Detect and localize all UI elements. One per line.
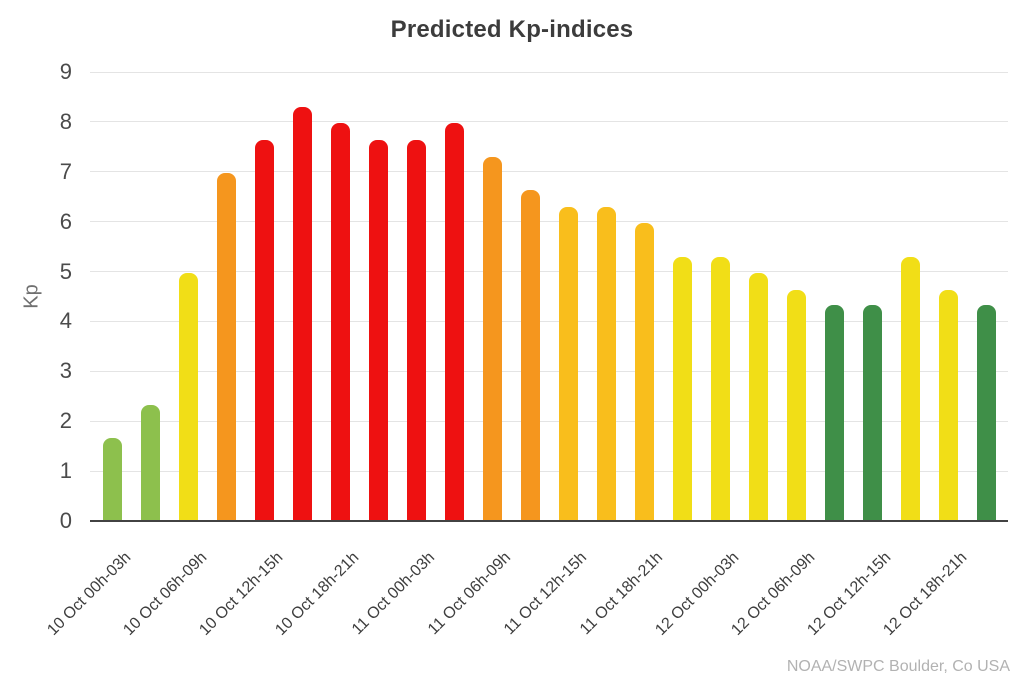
y-tick-label: 8 bbox=[59, 108, 72, 134]
y-tick-label: 0 bbox=[59, 508, 72, 533]
gridline bbox=[90, 320, 1008, 322]
kp-bar bbox=[407, 140, 426, 521]
gridline bbox=[90, 420, 1008, 422]
kp-bar bbox=[293, 106, 312, 521]
kp-bar bbox=[597, 206, 616, 521]
gridline bbox=[90, 71, 1008, 73]
gridline bbox=[90, 370, 1008, 372]
kp-bar bbox=[141, 404, 160, 521]
y-tick-label: 4 bbox=[59, 308, 72, 334]
gridline bbox=[90, 121, 1008, 123]
kp-bar bbox=[445, 123, 464, 521]
gridline bbox=[90, 171, 1008, 173]
chart-title: Predicted Kp-indices bbox=[390, 16, 634, 43]
kp-bar bbox=[635, 223, 654, 521]
kp-bar bbox=[787, 290, 806, 521]
kp-bar bbox=[673, 256, 692, 521]
y-tick-label: 5 bbox=[59, 258, 72, 284]
kp-bar bbox=[217, 173, 236, 521]
y-tick-label: 3 bbox=[59, 358, 72, 384]
gridline bbox=[90, 470, 1008, 472]
kp-bar bbox=[977, 305, 996, 521]
y-tick-label: 1 bbox=[59, 458, 72, 484]
y-tick-label: 9 bbox=[59, 59, 72, 84]
source-watermark: NOAA/SWPC Boulder, Co USA bbox=[786, 658, 1010, 675]
kp-bar bbox=[559, 206, 578, 521]
kp-bar bbox=[521, 190, 540, 521]
kp-bar bbox=[939, 290, 958, 521]
kp-bar bbox=[749, 273, 768, 521]
kp-bar bbox=[103, 437, 122, 521]
kp-bar bbox=[711, 256, 730, 521]
y-tick-label: 2 bbox=[59, 408, 72, 434]
kp-bar bbox=[255, 140, 274, 521]
gridline bbox=[90, 221, 1008, 223]
y-tick-label: 6 bbox=[59, 208, 72, 234]
kp-bar bbox=[825, 305, 844, 521]
gridline bbox=[90, 271, 1008, 273]
kp-bar bbox=[863, 305, 882, 521]
y-tick-label: 7 bbox=[59, 158, 72, 184]
kp-bar bbox=[901, 256, 920, 521]
kp-bar bbox=[331, 123, 350, 521]
kp-bar bbox=[179, 273, 198, 521]
kp-bar bbox=[369, 140, 388, 521]
x-axis-line bbox=[90, 520, 1008, 522]
kp-bar bbox=[483, 156, 502, 521]
